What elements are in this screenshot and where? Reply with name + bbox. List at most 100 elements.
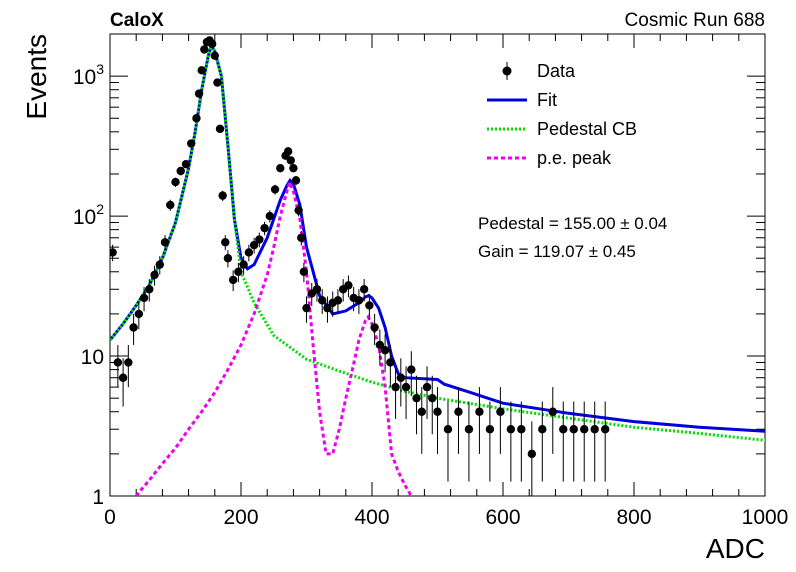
data-point: [221, 238, 230, 247]
data-point: [375, 340, 385, 350]
x-axis-label: ADC: [706, 533, 765, 564]
data-point: [538, 425, 547, 434]
data-point: [145, 285, 154, 294]
data-point: [412, 393, 421, 403]
data-point: [289, 163, 298, 173]
y-tick-label: 102: [73, 201, 104, 229]
data-point: [244, 248, 254, 257]
data-point: [464, 425, 474, 434]
data-point: [171, 177, 180, 187]
data-point: [213, 78, 222, 87]
data-point: [118, 373, 128, 382]
data-point: [370, 323, 379, 332]
x-tick-label: 800: [616, 506, 651, 529]
data-point: [210, 51, 219, 60]
plot-area: [110, 36, 765, 496]
data-point: [359, 285, 369, 294]
data-point: [333, 296, 343, 305]
data-point: [176, 166, 185, 176]
data-point: [286, 156, 295, 165]
data-point: [200, 45, 209, 54]
data-point: [265, 211, 275, 221]
data-point: [548, 407, 557, 416]
data-point: [590, 425, 599, 434]
data-point: [517, 425, 526, 434]
data-point: [215, 124, 225, 134]
legend: Data Fit Pedestal CB p.e. peak: [487, 61, 637, 168]
data-point: [249, 240, 259, 250]
data-point: [302, 303, 311, 313]
data-point: [401, 382, 411, 392]
pedestal-annotation: Pedestal = 155.00 ± 0.04: [478, 214, 667, 233]
data-point: [485, 425, 495, 434]
data-point: [312, 285, 322, 294]
data-point: [187, 139, 196, 148]
data-point: [380, 346, 390, 355]
plot-frame: [109, 33, 766, 497]
data-point: [297, 233, 306, 242]
header-right: Cosmic Run 688: [625, 10, 765, 31]
y-axis-label: Events: [21, 34, 52, 120]
x-tick-label: 1000: [742, 506, 789, 529]
data-point: [354, 296, 364, 305]
data-point: [496, 407, 505, 416]
data-point: [506, 425, 516, 434]
data-point: [260, 223, 269, 233]
data-point: [318, 296, 327, 305]
data-point: [443, 425, 453, 434]
data-point: [283, 147, 293, 156]
data-point: [580, 425, 589, 434]
data-point: [110, 248, 117, 257]
y-tick-label: 1: [92, 486, 104, 509]
data-point: [299, 267, 309, 276]
data-point: [276, 163, 285, 173]
y-tick-label: 10: [81, 346, 104, 369]
data-point: [160, 238, 170, 247]
x-axis: 0 200 400 600 800 1000: [104, 34, 788, 529]
data-point: [291, 176, 301, 185]
data-point: [294, 206, 303, 215]
data-point: [181, 159, 191, 169]
data-point: [139, 293, 149, 303]
data-point: [239, 260, 248, 269]
data-point: [150, 270, 159, 280]
data-point: [391, 382, 400, 392]
x-tick-label: 600: [485, 506, 520, 529]
series-pedestal-cb: [110, 41, 765, 442]
data-point: [344, 281, 353, 290]
x-tick-label: 200: [223, 506, 258, 529]
data-point: [155, 260, 164, 269]
data-point: [559, 425, 568, 434]
series-p-e-peak: [135, 177, 413, 496]
data-point: [323, 303, 332, 313]
data-point: [417, 407, 426, 416]
legend-label: Pedestal CB: [537, 119, 637, 139]
gain-annotation: Gain = 119.07 ± 0.45: [478, 242, 636, 261]
data-point: [124, 358, 133, 367]
data-point: [129, 323, 138, 332]
data-point: [422, 382, 432, 392]
data-point: [569, 425, 578, 434]
data-point: [475, 407, 484, 416]
data-point: [407, 365, 416, 374]
x-tick-label: 400: [354, 506, 389, 529]
data-point: [223, 254, 233, 263]
data-point: [386, 358, 395, 367]
data-point: [600, 425, 610, 434]
legend-label: Fit: [537, 90, 557, 110]
data-point: [428, 393, 437, 403]
data-point: [166, 200, 175, 210]
series-fit: [110, 41, 765, 433]
data-point: [527, 449, 537, 459]
data-point: [228, 275, 238, 285]
y-tick-label: 103: [73, 61, 104, 89]
data-point: [255, 235, 264, 244]
data-point: [192, 114, 201, 123]
data-point: [270, 185, 280, 194]
y-axis: 1 10 102 103: [73, 33, 765, 509]
data-point: [134, 309, 144, 319]
legend-label: p.e. peak: [537, 148, 612, 168]
legend-data-marker: [502, 66, 512, 76]
data-point: [218, 191, 227, 200]
